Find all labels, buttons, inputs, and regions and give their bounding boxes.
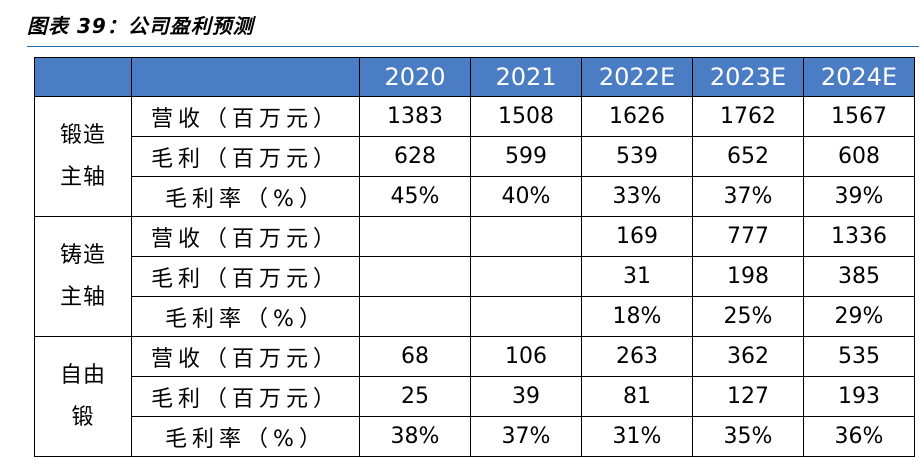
profit-forecast-table: 2020 2021 2022E 2023E 2024E 锻造 主轴 营收（百万元…	[34, 57, 915, 457]
header-year: 2022E	[581, 57, 693, 97]
header-year: 2021	[470, 57, 582, 97]
table-cell: 39%	[803, 176, 915, 217]
table-cell: 45%	[359, 176, 471, 217]
table-cell: 1383	[359, 96, 471, 137]
table-row: 自由 锻 营收（百万元） 68 106 263 362 535	[34, 336, 915, 457]
table-cell: 31%	[581, 416, 693, 457]
table-cell	[470, 216, 582, 257]
metric-label: 毛利率（%）	[131, 296, 360, 337]
header-row: 2020 2021 2022E 2023E 2024E	[34, 57, 915, 97]
table-cell: 777	[692, 216, 804, 257]
segment-label-line: 锻	[71, 404, 95, 430]
table-cell: 263	[581, 336, 693, 377]
metric-label: 毛利（百万元）	[131, 136, 360, 177]
caption-divider	[27, 46, 919, 47]
table-row: 毛利率（%） 18% 25% 29%	[35, 296, 915, 337]
table-cell: 599	[470, 136, 582, 177]
table-cell: 68	[359, 336, 471, 377]
table-cell: 81	[581, 376, 693, 417]
header-year: 2023E	[692, 57, 804, 97]
table-row: 毛利（百万元） 628 599 539 652 608	[35, 136, 915, 177]
segment-label-line: 自由	[59, 362, 106, 388]
table-row: 毛利率（%） 45% 40% 33% 37% 39%	[35, 176, 915, 217]
segment-label-open-die-forging: 自由 锻	[34, 336, 132, 457]
header-metric-cell	[131, 57, 360, 97]
segment-label-line: 锻造	[59, 122, 106, 148]
table-row: 毛利率（%） 38% 37% 31% 35% 36%	[35, 416, 915, 457]
table-row: 锻造 主轴 营收（百万元） 1383 1508 1626 1762 1567	[34, 96, 915, 217]
metric-label: 营收（百万元）	[131, 96, 360, 137]
table-cell: 1508	[470, 96, 582, 137]
metric-label: 营收（百万元）	[131, 216, 360, 257]
table-cell: 169	[581, 216, 693, 257]
table-cell: 539	[581, 136, 693, 177]
table-cell: 39	[470, 376, 582, 417]
table-row: 铸造 主轴 营收（百万元） 169 777 1336	[34, 216, 915, 337]
table-cell: 193	[803, 376, 915, 417]
table-cell: 36%	[803, 416, 915, 457]
table-cell: 608	[803, 136, 915, 177]
table-cell: 40%	[470, 176, 582, 217]
table-cell: 1762	[692, 96, 804, 137]
header-segment-cell	[34, 57, 132, 97]
table-cell: 652	[692, 136, 804, 177]
table-cell: 37%	[692, 176, 804, 217]
header-year: 2024E	[803, 57, 915, 97]
segment-label-cast-spindle: 铸造 主轴	[34, 216, 132, 337]
table-cell: 535	[803, 336, 915, 377]
table-cell: 362	[692, 336, 804, 377]
metric-label: 毛利（百万元）	[131, 256, 360, 297]
table-cell: 37%	[470, 416, 582, 457]
table-cell: 1626	[581, 96, 693, 137]
table-cell: 1336	[803, 216, 915, 257]
table-cell	[470, 256, 582, 297]
metric-label: 毛利（百万元）	[131, 376, 360, 417]
figure-caption: 图表 39：公司盈利预测	[27, 14, 254, 38]
table-cell: 38%	[359, 416, 471, 457]
table-cell: 25%	[692, 296, 804, 337]
table-cell	[359, 296, 471, 337]
segment-label-forged-spindle: 锻造 主轴	[34, 96, 132, 217]
segment-label-line: 铸造	[59, 242, 106, 268]
metric-label: 营收（百万元）	[131, 336, 360, 377]
table-cell	[359, 216, 471, 257]
table-cell	[359, 256, 471, 297]
header-year: 2020	[359, 57, 471, 97]
table-cell: 127	[692, 376, 804, 417]
table-cell: 385	[803, 256, 915, 297]
metric-label: 毛利率（%）	[131, 416, 360, 457]
table-cell: 31	[581, 256, 693, 297]
table-cell: 29%	[803, 296, 915, 337]
segment-label-line: 主轴	[59, 284, 106, 310]
table-cell: 25	[359, 376, 471, 417]
table-cell: 18%	[581, 296, 693, 337]
table-cell: 1567	[803, 96, 915, 137]
metric-label: 毛利率（%）	[131, 176, 360, 217]
segment-label-line: 主轴	[59, 164, 106, 190]
table-cell: 33%	[581, 176, 693, 217]
table-cell: 198	[692, 256, 804, 297]
table-cell: 628	[359, 136, 471, 177]
table-row: 毛利（百万元） 31 198 385	[35, 256, 915, 297]
table-row: 毛利（百万元） 25 39 81 127 193	[35, 376, 915, 417]
table-cell: 106	[470, 336, 582, 377]
table-cell: 35%	[692, 416, 804, 457]
table-cell	[470, 296, 582, 337]
